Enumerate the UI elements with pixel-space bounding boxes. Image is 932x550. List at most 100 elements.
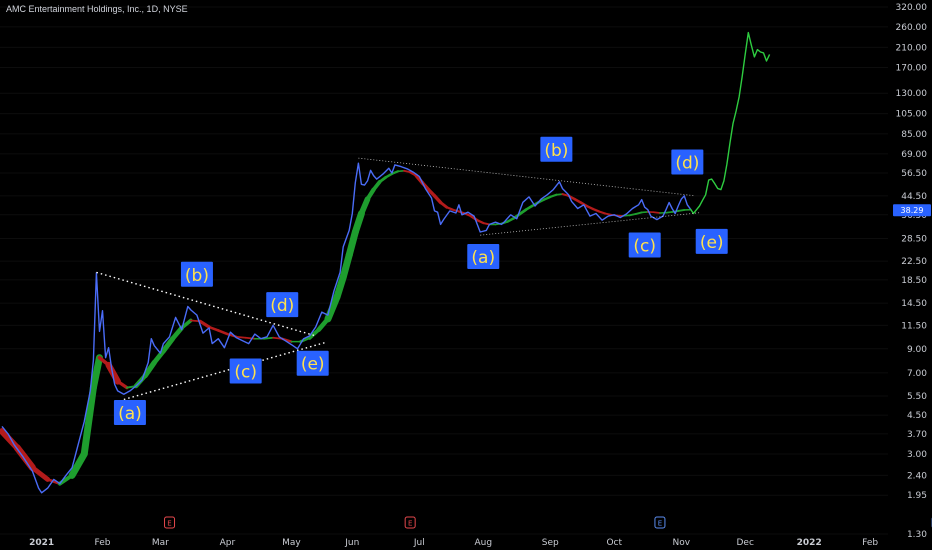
earnings-letter: E [408, 520, 412, 528]
ma-segment [597, 210, 607, 215]
x-tick-label: Nov [672, 538, 690, 548]
ma-segment [244, 336, 256, 340]
ma-segment [235, 335, 247, 339]
ma-segment [89, 354, 103, 392]
x-tick-label: Jul [413, 538, 425, 548]
y-tick-label: 14.50 [901, 299, 927, 309]
price-lines [1, 31, 771, 494]
y-tick-label: 3.00 [907, 450, 927, 460]
y-tick-label: 3.70 [907, 430, 927, 440]
ma-segment [555, 193, 564, 196]
ma-segment [142, 359, 157, 379]
wave-label-text: (d) [270, 296, 294, 316]
time-axis: 2021 Feb Mar Apr May Jun Jul Aug Sep Oct Nov Dec 202… [29, 538, 878, 548]
y-tick-label: 210.00 [896, 43, 928, 53]
ma-segment [665, 211, 673, 214]
wave-label-text: (e) [700, 233, 724, 253]
wave-label-bg [296, 350, 329, 376]
x-tick-label: Feb [862, 538, 878, 548]
ma-segment [68, 450, 88, 479]
ma-segment [591, 207, 601, 213]
ma-segment [677, 209, 686, 212]
trendline [123, 341, 326, 401]
earnings-markers[interactable]: EEEE [164, 516, 932, 529]
wave-label-text: (a) [471, 248, 495, 268]
wave-label-bg [266, 292, 299, 318]
earnings-marker[interactable]: E [404, 516, 416, 529]
ma-segment [351, 210, 365, 236]
ma-segment [116, 379, 129, 390]
ma-segment [585, 204, 595, 211]
wave-label-bg [671, 149, 704, 175]
wave-label-text: (a) [118, 404, 142, 424]
ma-segment [263, 336, 274, 340]
ma-segment [628, 213, 637, 217]
ma-segment [160, 336, 176, 354]
wave-label-text: (c) [234, 363, 257, 383]
y-tick-label: 1.30 [907, 530, 927, 540]
y-tick-label: 4.50 [907, 411, 927, 421]
ma-segment [13, 444, 36, 472]
moving-average-ribbon [0, 169, 692, 486]
earnings-letter: E [167, 520, 171, 528]
y-tick-label: 170.00 [896, 64, 928, 74]
wave-label-text: (d) [675, 154, 699, 174]
wave-label-text: (c) [633, 236, 656, 256]
ma-segment [634, 211, 643, 215]
y-tick-label: 5.50 [907, 392, 927, 402]
wave-label-box: (a) [113, 400, 146, 426]
ma-segment [549, 193, 558, 198]
x-tick-label: Oct [606, 538, 622, 548]
x-tick-label: May [282, 538, 301, 548]
wave-label-box: (e) [296, 350, 329, 376]
ma-segment [476, 219, 485, 225]
x-tick-label: Aug [474, 538, 492, 548]
y-tick-label: 320.00 [896, 3, 928, 13]
y-tick-label: 28.50 [901, 234, 927, 244]
earnings-letter: E [658, 520, 662, 528]
ma-segment [384, 172, 394, 179]
trendline [358, 157, 694, 197]
x-tick-label: Apr [220, 538, 236, 548]
wave-label-bg [180, 261, 213, 287]
x-tick-label: Mar [152, 538, 169, 548]
y-tick-label: 7.00 [907, 369, 927, 379]
wave-label-box: (d) [671, 149, 704, 175]
ma-segment [671, 210, 680, 213]
ma-segment [170, 325, 185, 342]
price-series-0 [1, 162, 691, 494]
earnings-icon [404, 516, 416, 529]
ma-segment [390, 170, 400, 175]
wave-label-bg [467, 243, 500, 269]
triangle-trendlines [96, 157, 700, 401]
y-tick-label: 85.00 [901, 130, 927, 140]
ma-segment [345, 228, 359, 259]
x-tick-label: Dec [737, 538, 754, 548]
ma-segment [432, 194, 443, 205]
earnings-marker[interactable]: E [164, 516, 176, 529]
y-tick-label: 69.00 [901, 150, 927, 160]
x-tick-label: 2021 [29, 538, 54, 548]
ma-segment [604, 212, 613, 216]
wave-label-box: (b) [180, 261, 213, 287]
earnings-marker[interactable]: E [654, 516, 666, 529]
earnings-icon [654, 516, 666, 529]
ma-segment [445, 206, 454, 211]
x-tick-label: Sep [542, 538, 559, 548]
y-tick-label: 1.95 [907, 491, 927, 501]
wave-label-bg [229, 358, 262, 384]
ma-segment [339, 251, 353, 281]
ma-segment [365, 187, 376, 202]
y-tick-label: 11.50 [901, 321, 927, 331]
last-price-tag: 38.29 [893, 204, 931, 217]
wave-label-bg [628, 232, 661, 258]
ma-segment [80, 384, 97, 458]
ma-segment [439, 201, 449, 209]
x-tick-label: Jun [344, 538, 359, 548]
ma-segment [451, 208, 460, 213]
wave-label-bg [540, 136, 573, 162]
ma-segment [378, 175, 388, 184]
wave-label-box: (a) [467, 243, 500, 269]
wave-label-box: (e) [695, 228, 728, 254]
